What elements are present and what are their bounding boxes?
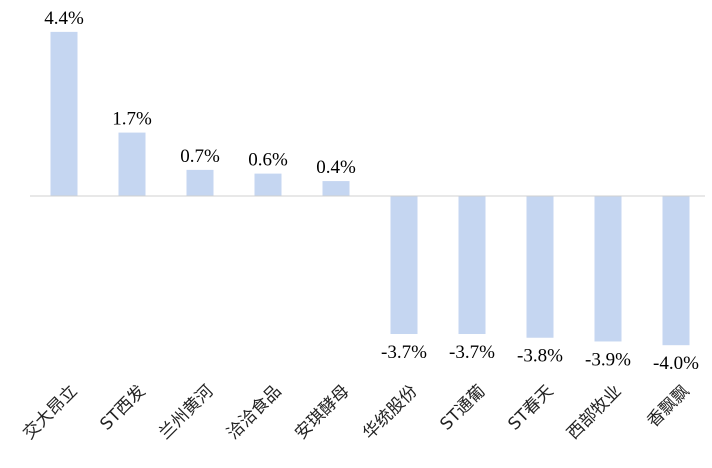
bars-group [50,31,690,346]
category-label-10: 香飘飘 [643,381,693,431]
value-label-3: 0.7% [180,146,220,167]
category-label-7: ST通葡 [436,381,489,434]
value-label-2: 1.7% [112,109,152,130]
category-label-2: ST西发 [96,381,149,434]
bar-9 [594,196,622,342]
bar-3 [186,169,214,196]
category-label-8: ST春天 [504,381,557,434]
category-label-1: 交大昂立 [19,381,81,443]
bar-7 [458,196,486,335]
category-label-4: 洽洽食品 [223,381,285,443]
value-label-10: -4.0% [653,353,699,374]
value-label-7: -3.7% [449,342,495,363]
bar-10 [662,196,690,346]
value-label-1: 4.4% [44,8,84,29]
bar-8 [526,196,554,338]
bar-1 [50,31,78,196]
category-label-3: 兰州黄河 [155,381,217,443]
category-label-9: 西部牧业 [563,381,625,443]
category-label-6: 华统股份 [359,381,421,443]
bar-4 [254,173,282,196]
bar-2 [118,132,146,196]
value-label-8: -3.8% [517,346,563,367]
category-labels-group: 交大昂立 ST西发 兰州黄河 洽洽食品 安琪酵母 华统股份 ST通葡 ST春天 西部牧业 香飘飘 [19,381,693,443]
value-labels-group: 4.4% 1.7% 0.7% 0.6% 0.4% -3.7% -3.7% -3.8% -3.9%… [44,8,699,374]
value-label-6: -3.7% [381,342,427,363]
value-label-4: 0.6% [248,150,288,171]
value-label-5: 0.4% [316,157,356,178]
value-label-9: -3.9% [585,349,631,370]
bar-5 [322,181,350,196]
bar-6 [390,196,418,335]
category-label-5: 安琪酵母 [291,381,353,443]
